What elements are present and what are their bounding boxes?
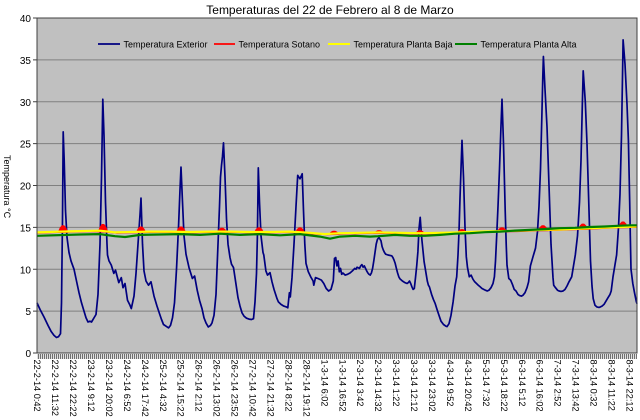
svg-text:22-2-14 0:42: 22-2-14 0:42 bbox=[32, 360, 42, 412]
svg-text:35: 35 bbox=[20, 56, 32, 67]
svg-text:23-2-14 9:12: 23-2-14 9:12 bbox=[86, 360, 96, 412]
svg-text:23-2-14 20:02: 23-2-14 20:02 bbox=[104, 360, 114, 417]
svg-text:15: 15 bbox=[20, 223, 32, 234]
svg-text:28-2-14 19:12: 28-2-14 19:12 bbox=[301, 360, 311, 417]
svg-text:1-3-14 6:02: 1-3-14 6:02 bbox=[319, 360, 329, 407]
svg-text:Temperatura Planta Baja: Temperatura Planta Baja bbox=[354, 40, 453, 50]
svg-text:10: 10 bbox=[20, 265, 32, 276]
svg-text:3-3-14 23:02: 3-3-14 23:02 bbox=[427, 360, 437, 412]
svg-text:7-3-14 2:52: 7-3-14 2:52 bbox=[553, 360, 563, 407]
svg-text:5-3-14 18:22: 5-3-14 18:22 bbox=[499, 360, 509, 412]
svg-text:27-2-14 21:32: 27-2-14 21:32 bbox=[265, 360, 275, 417]
svg-text:26-2-14 13:02: 26-2-14 13:02 bbox=[212, 360, 222, 417]
svg-text:6-3-14 16:02: 6-3-14 16:02 bbox=[535, 360, 545, 412]
svg-text:0: 0 bbox=[25, 349, 31, 360]
svg-text:26-2-14 23:52: 26-2-14 23:52 bbox=[230, 360, 240, 417]
svg-text:2-3-14 14:32: 2-3-14 14:32 bbox=[373, 360, 383, 412]
svg-text:4-3-14 9:52: 4-3-14 9:52 bbox=[445, 360, 455, 407]
svg-text:8-3-14 22:12: 8-3-14 22:12 bbox=[624, 360, 634, 412]
svg-text:Temperatura °C: Temperatura °C bbox=[2, 155, 12, 219]
svg-text:25: 25 bbox=[20, 140, 32, 151]
svg-text:27-2-14 10:42: 27-2-14 10:42 bbox=[248, 360, 258, 417]
svg-text:8-3-14 0:32: 8-3-14 0:32 bbox=[589, 360, 599, 407]
svg-text:2-3-14 3:42: 2-3-14 3:42 bbox=[355, 360, 365, 407]
svg-text:28-2-14 8:22: 28-2-14 8:22 bbox=[283, 360, 293, 412]
svg-text:3-3-14 12:12: 3-3-14 12:12 bbox=[409, 360, 419, 412]
svg-text:40: 40 bbox=[20, 14, 32, 25]
svg-text:Temperatura Sotano: Temperatura Sotano bbox=[239, 40, 321, 50]
svg-text:Temperatura Planta Alta: Temperatura Planta Alta bbox=[481, 40, 577, 50]
svg-text:Temperaturas del 22 de Febrero: Temperaturas del 22 de Febrero al 8 de M… bbox=[206, 3, 454, 17]
svg-text:25-2-14 4:32: 25-2-14 4:32 bbox=[158, 360, 168, 412]
svg-text:Temperatura Exterior: Temperatura Exterior bbox=[124, 40, 208, 50]
svg-text:24-2-14 6:52: 24-2-14 6:52 bbox=[122, 360, 132, 412]
svg-text:20: 20 bbox=[20, 182, 32, 193]
svg-text:25-2-14 15:22: 25-2-14 15:22 bbox=[176, 360, 186, 417]
svg-text:5: 5 bbox=[25, 307, 31, 318]
svg-text:3-3-14 1:22: 3-3-14 1:22 bbox=[391, 360, 401, 407]
svg-text:1-3-14 16:52: 1-3-14 16:52 bbox=[337, 360, 347, 412]
svg-text:26-2-14 2:12: 26-2-14 2:12 bbox=[194, 360, 204, 412]
svg-text:22-2-14 22:22: 22-2-14 22:22 bbox=[68, 360, 78, 417]
svg-text:30: 30 bbox=[20, 98, 32, 109]
svg-text:22-2-14 11:32: 22-2-14 11:32 bbox=[50, 360, 60, 417]
svg-text:6-3-14 5:12: 6-3-14 5:12 bbox=[517, 360, 527, 407]
svg-text:4-3-14 20:42: 4-3-14 20:42 bbox=[463, 360, 473, 412]
svg-text:24-2-14 17:42: 24-2-14 17:42 bbox=[140, 360, 150, 417]
svg-text:5-3-14 7:32: 5-3-14 7:32 bbox=[481, 360, 491, 407]
svg-text:7-3-14 13:42: 7-3-14 13:42 bbox=[571, 360, 581, 412]
svg-text:8-3-14 11:22: 8-3-14 11:22 bbox=[607, 360, 617, 411]
